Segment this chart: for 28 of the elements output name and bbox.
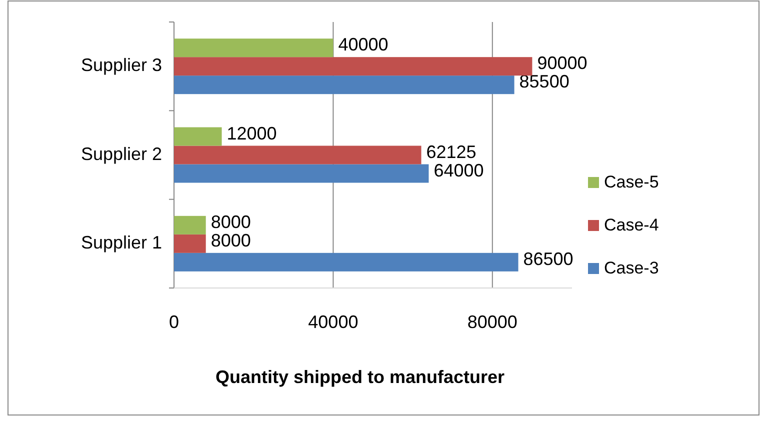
bar: [174, 146, 422, 164]
data-label: 8000: [210, 230, 251, 250]
y-tick-label: Supplier 2: [80, 144, 162, 164]
x-tick-label: 40000: [308, 312, 358, 332]
data-label: 86500: [523, 248, 574, 269]
legend-label: Case-3: [604, 258, 659, 278]
data-label: 8000: [210, 212, 251, 232]
data-label: 12000: [226, 123, 277, 144]
data-label: 85500: [519, 72, 570, 92]
bar: [174, 234, 206, 253]
bar: [174, 216, 206, 234]
bar: [174, 164, 429, 183]
x-tick-label: 80000: [467, 312, 518, 332]
legend-label: Case-5: [604, 172, 659, 192]
bar: [174, 38, 334, 58]
bar: [174, 252, 518, 272]
data-label: 64000: [434, 160, 484, 180]
y-tick-label: Supplier 1: [80, 232, 162, 252]
x-tick-label: 0: [168, 312, 180, 332]
legend-label: Case-4: [604, 215, 659, 234]
data-label: 40000: [338, 34, 388, 55]
data-label: 62125: [426, 142, 476, 162]
bar: [174, 57, 532, 76]
x-axis-title: Quantity shipped to manufacturer: [215, 367, 505, 387]
bar: [174, 76, 514, 94]
data-label: 90000: [537, 53, 588, 74]
y-tick-label: Supplier 3: [80, 55, 162, 76]
bar: [174, 127, 222, 146]
